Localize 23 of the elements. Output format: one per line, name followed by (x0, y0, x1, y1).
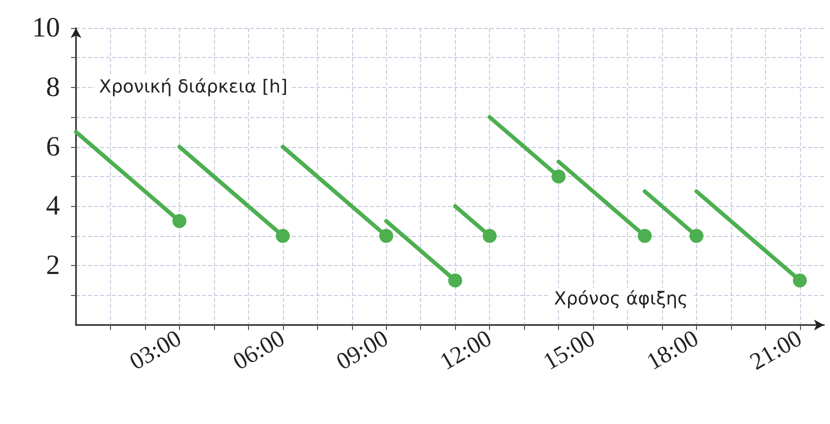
point (172, 214, 186, 228)
x-axis-title: Χρόνος άφιξης (554, 288, 688, 310)
point (448, 273, 462, 288)
x-tick-label: 18:00 (642, 326, 703, 376)
x-tick-label: 15:00 (539, 326, 600, 376)
point (276, 228, 290, 243)
y-tick-label: 2 (46, 250, 60, 282)
x-tick-label: 09:00 (332, 326, 393, 376)
point (792, 273, 807, 288)
y-tick-label: 10 (32, 12, 60, 44)
y-tick-label: 4 (46, 190, 60, 222)
point (638, 228, 652, 243)
y-tick-label: 8 (46, 72, 60, 103)
point (552, 170, 566, 184)
point (482, 228, 497, 243)
point (689, 228, 704, 243)
x-tick-label: 12:00 (436, 326, 496, 376)
y-axis-title: Χρονική διάρκεια [h] (99, 76, 288, 98)
x-tick-label: 21:00 (746, 326, 806, 376)
x-tick-label: 03:00 (126, 326, 186, 376)
point (379, 228, 394, 243)
x-tick-label: 06:00 (229, 326, 290, 376)
y-tick-label: 6 (46, 131, 60, 162)
